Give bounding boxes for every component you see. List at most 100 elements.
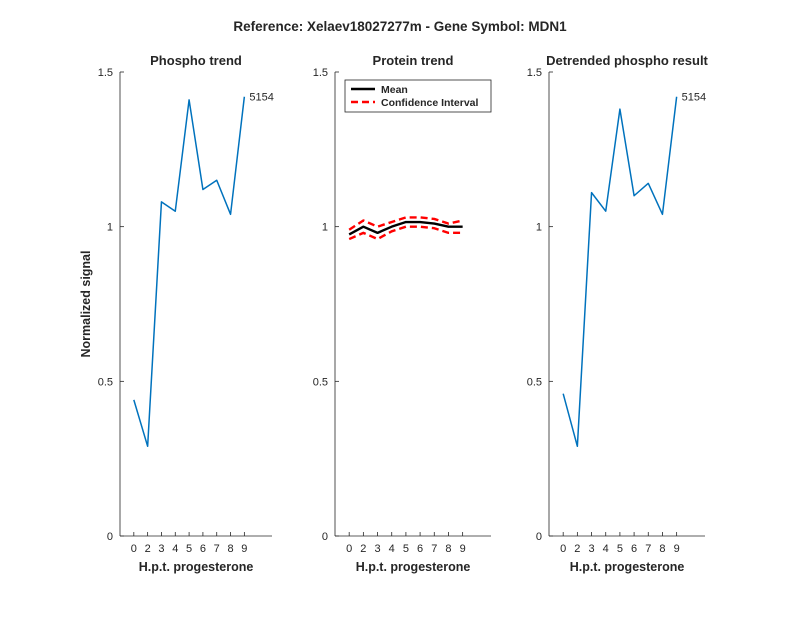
detrended-series-0-point [633, 195, 635, 197]
protein-x-tick-label: 7 [431, 543, 437, 555]
protein-series-2-point [447, 232, 449, 234]
phospho-x-tick-label: 2 [145, 543, 151, 555]
detrended-y-tick-label: 1 [536, 222, 542, 234]
protein-x-tick-label: 9 [460, 543, 466, 555]
phospho-series-0-point [133, 399, 135, 401]
protein-series-0-point [348, 233, 350, 235]
phospho-series-0-point [188, 99, 190, 101]
protein-y-tick-label: 0.5 [313, 376, 328, 388]
phospho-x-tick-label: 5 [186, 543, 192, 555]
protein-x-tick-label: 3 [374, 543, 380, 555]
detrended-x-tick-label: 7 [645, 543, 651, 555]
detrended-series-0-point [647, 182, 649, 184]
protein-series-0-point [433, 222, 435, 224]
detrended-title: Detrended phospho result [546, 53, 708, 68]
phospho-title: Phospho trend [150, 53, 242, 68]
phospho-x-tick-label: 7 [214, 543, 220, 555]
protein-x-tick-label: 0 [346, 543, 352, 555]
phospho-y-axis-label: Normalized signal [79, 251, 93, 358]
protein-y-tick-label: 0 [322, 531, 328, 543]
detrended-series-0-point [590, 191, 592, 193]
protein-series-1-point [433, 218, 435, 220]
protein-x-tick-label: 6 [417, 543, 423, 555]
phospho-y-tick-label: 0.5 [98, 376, 113, 388]
detrended-x-tick-label: 6 [631, 543, 637, 555]
protein-series-line-2 [348, 225, 463, 241]
detrended-series-0-point [675, 96, 677, 98]
phospho-series-line-0 [133, 96, 246, 448]
detrended-series-0-point [605, 210, 607, 212]
phospho-x-axis-label: H.p.t. progesterone [139, 560, 254, 574]
detrended-x-tick-label: 5 [617, 543, 623, 555]
protein-y-tick-label: 1.5 [313, 67, 328, 79]
phospho-y-tick-label: 1.5 [98, 67, 113, 79]
legend-label-0: Mean [381, 84, 408, 96]
protein-x-tick-label: 5 [403, 543, 409, 555]
detrended-series-0-point [562, 393, 564, 395]
protein-x-tick-label: 4 [389, 543, 395, 555]
protein-series-1-point [419, 216, 421, 218]
detrended-x-axis-label: H.p.t. progesterone [570, 560, 685, 574]
protein-series-2-point [348, 238, 350, 240]
protein-series-1-point [376, 225, 378, 227]
detrended-x-tick-label: 8 [659, 543, 665, 555]
protein-x-tick-label: 2 [360, 543, 366, 555]
detrended-y-tick-label: 0.5 [527, 376, 542, 388]
protein-series-2-point [391, 230, 393, 232]
detrended-series-0-point [661, 213, 663, 215]
phospho-annotation: 5154 [249, 92, 273, 104]
figure-title: Reference: Xelaev18027277m - Gene Symbol… [233, 19, 567, 34]
protein-y-tick-label: 1 [322, 222, 328, 234]
protein-series-2-point [362, 232, 364, 234]
detrended-x-tick-label: 0 [560, 543, 566, 555]
legend-label-1: Confidence Interval [381, 97, 479, 109]
protein-series-2-point [376, 238, 378, 240]
phospho-x-tick-label: 6 [200, 543, 206, 555]
phospho-series-0-point [146, 445, 148, 447]
legend-box [344, 79, 492, 113]
protein-series-2-point [461, 232, 463, 234]
protein-series-0-point [447, 225, 449, 227]
protein-series-0-point [419, 221, 421, 223]
phospho-y-tick-label: 1 [107, 222, 113, 234]
protein-series-1-point [447, 222, 449, 224]
protein-series-0-point [405, 221, 407, 223]
phospho-x-tick-label: 0 [131, 543, 137, 555]
detrended-x-tick-label: 9 [674, 543, 680, 555]
protein-series-0-point [391, 225, 393, 227]
detrended-series-line-0 [562, 96, 678, 448]
protein-series-1-point [348, 229, 350, 231]
protein-series-0-point [376, 232, 378, 234]
protein-series-1-point [362, 219, 364, 221]
protein-title: Protein trend [373, 53, 454, 68]
phospho-x-tick-label: 4 [172, 543, 178, 555]
phospho-series-0-point [202, 188, 204, 190]
protein-series-1-point [405, 216, 407, 218]
protein-series-1-point [391, 221, 393, 223]
detrended-series-0-point [576, 445, 578, 447]
protein-series-line-0 [348, 220, 463, 236]
phospho-x-tick-label: 8 [227, 543, 233, 555]
detrended-series-0-point [619, 108, 621, 110]
phospho-series-0-point [216, 179, 218, 181]
protein-series-2-point [419, 225, 421, 227]
protein-series-0-point [461, 225, 463, 227]
phospho-series-0-point [174, 210, 176, 212]
detrended-y-tick-label: 0 [536, 531, 542, 543]
phospho-x-tick-label: 9 [241, 543, 247, 555]
detrended-annotation: 5154 [682, 92, 706, 104]
protein-series-2-point [433, 227, 435, 229]
detrended-x-tick-label: 4 [603, 543, 609, 555]
protein-x-tick-label: 8 [445, 543, 451, 555]
protein-series-2-point [405, 225, 407, 227]
detrended-x-tick-label: 2 [574, 543, 580, 555]
phospho-x-tick-label: 3 [158, 543, 164, 555]
protein-series-line-1 [348, 216, 463, 231]
phospho-series-0-point [229, 213, 231, 215]
phospho-y-tick-label: 0 [107, 531, 113, 543]
